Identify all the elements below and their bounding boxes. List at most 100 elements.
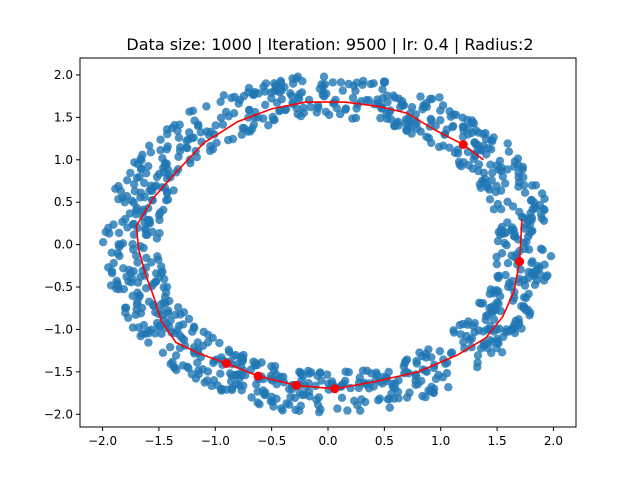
scatter-point bbox=[464, 161, 473, 170]
scatter-point bbox=[264, 121, 273, 130]
scatter-point bbox=[114, 194, 123, 204]
scatter-point bbox=[504, 282, 513, 292]
scatter-point bbox=[254, 89, 263, 98]
scatter-point bbox=[161, 299, 170, 308]
scatter-point bbox=[121, 214, 130, 224]
scatter-point bbox=[520, 181, 529, 190]
scatter-point bbox=[375, 394, 384, 403]
scatter-point bbox=[277, 404, 286, 413]
scatter-point bbox=[188, 327, 197, 336]
scatter-point bbox=[343, 406, 352, 415]
scatter-point bbox=[453, 145, 462, 154]
scatter-point bbox=[503, 139, 512, 148]
scatter-point bbox=[164, 309, 173, 318]
scatter-point bbox=[497, 249, 507, 258]
scatter-point bbox=[369, 79, 378, 88]
scatter-point bbox=[489, 133, 498, 142]
scatter-point bbox=[378, 85, 387, 94]
scatter-point bbox=[184, 135, 193, 144]
scatter-point bbox=[157, 262, 166, 271]
scatter-point bbox=[122, 176, 132, 185]
scatter-point bbox=[495, 324, 504, 333]
scatter-point bbox=[333, 404, 342, 413]
scatter-point bbox=[469, 119, 479, 128]
scatter-point bbox=[113, 281, 123, 290]
scatter-point bbox=[392, 119, 401, 128]
scatter-point bbox=[216, 369, 225, 378]
scatter-point bbox=[456, 330, 465, 339]
scatter-point bbox=[152, 172, 162, 182]
scatter-point bbox=[503, 259, 513, 268]
scatter-point bbox=[232, 371, 241, 380]
scatter-point bbox=[130, 180, 139, 189]
scatter-point bbox=[105, 229, 114, 238]
scatter-point bbox=[136, 165, 146, 174]
y-tick-label: −1.0 bbox=[44, 322, 73, 336]
scatter-point bbox=[174, 152, 183, 161]
scatter-point bbox=[221, 107, 231, 117]
x-tick-label: 0.0 bbox=[318, 434, 337, 448]
scatter-point bbox=[133, 278, 143, 287]
scatter-point bbox=[471, 126, 480, 135]
scatter-point bbox=[460, 344, 469, 353]
scatter-point bbox=[236, 354, 246, 364]
scatter-point bbox=[237, 130, 246, 139]
scatter-point bbox=[109, 220, 118, 229]
scatter-point bbox=[372, 368, 381, 377]
scatter-point bbox=[436, 116, 445, 125]
scatter-point bbox=[435, 93, 444, 102]
scatter-point bbox=[436, 106, 445, 115]
scatter-point bbox=[474, 166, 483, 176]
scatter-point bbox=[192, 153, 201, 162]
scatter-point bbox=[527, 227, 536, 236]
scatter-point bbox=[176, 143, 185, 152]
scatter-point bbox=[218, 120, 228, 129]
scatter-point bbox=[431, 121, 440, 130]
scatter-point bbox=[492, 181, 501, 191]
scatter-point bbox=[159, 283, 168, 292]
scatter-point bbox=[498, 172, 507, 181]
scatter-point bbox=[315, 408, 324, 417]
scatter-point bbox=[513, 160, 523, 170]
scatter-point bbox=[260, 390, 269, 399]
scatter-point bbox=[494, 165, 504, 174]
scatter-point bbox=[174, 133, 184, 142]
scatter-point bbox=[129, 198, 138, 207]
x-tick-label: −1.0 bbox=[201, 434, 230, 448]
scatter-point bbox=[159, 163, 168, 172]
scatter-point bbox=[492, 343, 501, 353]
scatter-point bbox=[467, 334, 476, 343]
y-tick-label: −2.0 bbox=[44, 407, 73, 421]
scatter-point bbox=[348, 93, 358, 103]
scatter-point bbox=[293, 109, 302, 119]
scatter-point bbox=[445, 107, 454, 116]
scatter-point bbox=[218, 385, 227, 394]
scatter-point bbox=[235, 95, 245, 105]
scatter-point bbox=[449, 326, 458, 335]
scatter-point bbox=[304, 379, 313, 388]
x-tick-label: −1.5 bbox=[144, 434, 173, 448]
scatter-point bbox=[147, 325, 156, 334]
scatter-point bbox=[483, 181, 492, 190]
scatter-point bbox=[160, 292, 170, 302]
scatter-point bbox=[445, 143, 454, 152]
scatter-point bbox=[126, 168, 135, 178]
scatter-point bbox=[458, 319, 468, 329]
scatter-point bbox=[247, 393, 256, 402]
scatter-point bbox=[163, 142, 172, 151]
scatter-point bbox=[144, 338, 153, 347]
scatter-point bbox=[320, 92, 329, 101]
scatter-point bbox=[322, 370, 332, 379]
scatter-point bbox=[380, 78, 389, 87]
y-tick-label: −1.5 bbox=[44, 365, 73, 379]
scatter-layer bbox=[98, 72, 556, 417]
x-tick-label: 1.5 bbox=[488, 434, 507, 448]
scatter-point bbox=[229, 352, 238, 361]
scatter-point bbox=[353, 401, 362, 410]
scatter-point bbox=[210, 130, 219, 139]
scatter-point bbox=[479, 129, 488, 139]
scatter-point bbox=[370, 100, 379, 109]
scatter-point bbox=[224, 345, 233, 355]
scatter-point bbox=[279, 372, 288, 382]
